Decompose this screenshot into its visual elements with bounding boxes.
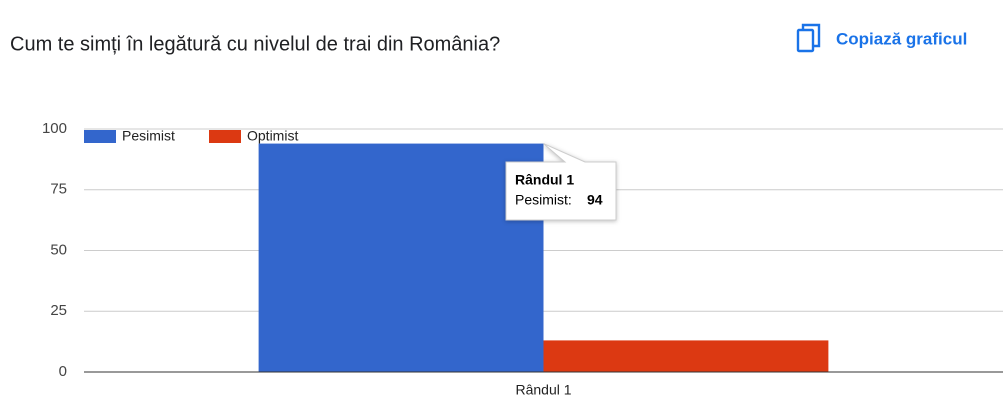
y-tick-label: 0: [59, 363, 67, 380]
y-tick-label: 100: [42, 120, 67, 137]
y-tick-label: 50: [50, 241, 67, 258]
copy-label: Copiază graficul: [836, 29, 967, 48]
tooltip-value: 94: [587, 192, 603, 208]
tooltip: Rândul 1 Pesimist: 94: [505, 143, 617, 221]
tooltip-label: Pesimist:: [515, 192, 572, 208]
y-tick-label: 75: [50, 181, 67, 198]
tooltip-box: [505, 143, 617, 221]
copy-icon: [801, 23, 821, 48]
legend-label: Pesimist: [122, 128, 175, 144]
legend-label: Optimist: [247, 128, 298, 144]
bar: [258, 143, 544, 372]
legend-swatch: [84, 130, 116, 143]
y-tick-label: 25: [50, 302, 67, 319]
copy-icon: [796, 28, 815, 53]
x-tick-label: Rândul 1: [515, 382, 571, 398]
copy-button[interactable]: Copiază graficul: [796, 23, 967, 53]
bar: [543, 340, 829, 372]
tooltip-title: Rândul 1: [515, 172, 574, 188]
chart-title: Cum te simți în legătură cu nivelul de t…: [10, 33, 500, 55]
legend-swatch: [209, 130, 241, 143]
